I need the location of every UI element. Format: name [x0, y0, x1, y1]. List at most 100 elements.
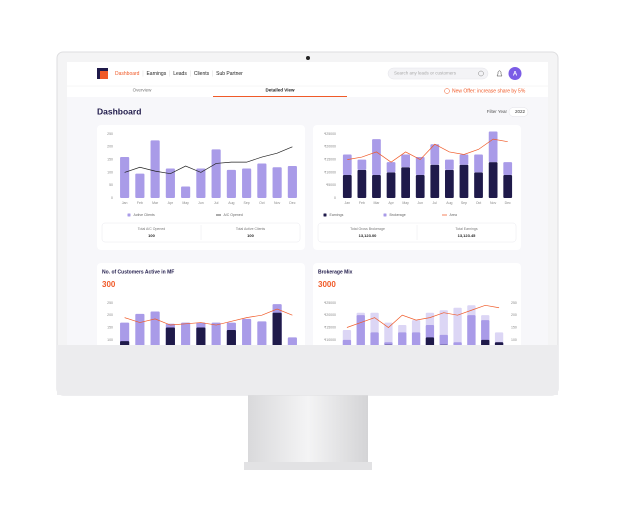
line — [346, 304, 500, 328]
bar — [430, 144, 440, 165]
x-tick-label: Jun — [198, 201, 204, 205]
legend-label: A/C Opened — [224, 213, 243, 217]
legend-label: Area — [450, 213, 457, 217]
bar — [445, 159, 454, 170]
bar — [453, 307, 462, 345]
tab-active[interactable]: Detailed View — [266, 88, 295, 93]
bell-icon[interactable] — [496, 70, 503, 77]
bar — [494, 342, 504, 345]
y-tick-label: 150 — [107, 325, 113, 329]
avatar[interactable] — [508, 67, 522, 80]
x-tick-label: Oct — [259, 201, 264, 205]
bar — [211, 149, 221, 198]
bar — [372, 174, 381, 198]
bar — [415, 157, 425, 175]
bar — [474, 172, 483, 198]
bar — [342, 174, 352, 198]
tab[interactable]: Overview — [133, 88, 153, 93]
y-tick-label: ₹25000 — [324, 132, 336, 136]
bar — [488, 162, 498, 198]
bar — [226, 329, 236, 345]
bar — [459, 164, 469, 198]
nav-item[interactable]: Clients — [194, 71, 210, 77]
bar — [439, 344, 448, 345]
x-tick-label: Apr — [168, 201, 174, 205]
tab-bar — [67, 86, 548, 97]
x-tick-label: Aug — [446, 201, 452, 205]
x-tick-label: Jun — [417, 201, 423, 205]
legend-swatch — [323, 213, 327, 217]
bar — [150, 140, 160, 198]
bar — [494, 332, 504, 345]
bar — [411, 332, 421, 345]
screen: Search any leads or customers A Overview… — [67, 62, 548, 345]
bar — [467, 315, 476, 345]
x-tick-label: Nov — [490, 201, 496, 205]
x-tick-label: Sep — [244, 201, 250, 205]
nav-item[interactable]: Sub Partner — [216, 71, 243, 77]
bar — [370, 332, 379, 345]
bar — [120, 322, 130, 345]
bar — [257, 163, 267, 198]
x-tick-label: Oct — [476, 201, 481, 205]
bar — [453, 342, 462, 345]
bar — [356, 315, 365, 345]
y-tick-label: ₹5000 — [326, 183, 336, 187]
x-tick-label: Nov — [274, 201, 280, 205]
bar — [415, 174, 425, 198]
bar — [342, 154, 352, 175]
summary-value: 13,123.00 — [359, 233, 378, 238]
bar — [481, 320, 490, 345]
bar — [135, 173, 145, 198]
line — [124, 146, 293, 175]
x-tick-label: May — [182, 201, 189, 205]
card-headline: 300 — [102, 280, 116, 289]
bar — [398, 332, 407, 345]
offer[interactable]: New Offer: increase share by 5% — [452, 88, 526, 94]
bar — [165, 327, 175, 345]
avatar-letter: A — [513, 72, 518, 78]
bar — [459, 154, 469, 165]
year-value: 2022 — [515, 109, 526, 114]
summary-label: Total A/C Opened — [138, 227, 165, 231]
bar — [165, 168, 175, 198]
legend-label: Active Clients — [134, 213, 155, 217]
y-tick-label: ₹10000 — [324, 338, 336, 342]
bar — [384, 342, 393, 345]
y2-tick-label: 150 — [511, 325, 517, 329]
bar — [401, 167, 410, 198]
bar — [481, 339, 490, 345]
bar — [386, 172, 396, 198]
y-tick-label: 50 — [109, 183, 113, 187]
y-tick-label: ₹10000 — [324, 170, 336, 174]
card-title: No. of Customers Active in MF — [102, 269, 174, 275]
bar — [439, 334, 448, 345]
x-tick-label: Mar — [373, 201, 380, 205]
y-tick-label: ₹20000 — [324, 145, 336, 149]
legend-swatch — [383, 213, 387, 217]
bar — [181, 322, 191, 345]
y-tick-label: 250 — [107, 132, 113, 136]
bar — [503, 162, 513, 175]
bar — [120, 341, 130, 345]
summary-label: Total Earnings — [455, 227, 477, 231]
search-box[interactable] — [387, 67, 489, 80]
bar — [430, 164, 440, 198]
search-placeholder: Search any leads or customers — [394, 71, 457, 76]
bar — [196, 168, 206, 198]
nav-item[interactable]: Dashboard — [115, 71, 140, 77]
year-select[interactable] — [508, 107, 529, 117]
bar — [357, 159, 367, 170]
bar — [257, 321, 267, 345]
nav-item[interactable]: Earnings — [146, 71, 166, 77]
y-tick-label: 200 — [107, 145, 113, 149]
x-tick-label: Feb — [137, 201, 143, 205]
bar — [211, 322, 221, 345]
y-tick-label: 250 — [107, 301, 113, 305]
line — [347, 138, 508, 163]
nav-item[interactable]: Leads — [173, 71, 187, 77]
legend-label: Earnings — [330, 213, 344, 217]
x-tick-label: Mar — [152, 201, 159, 205]
y-tick-label: 100 — [107, 170, 113, 174]
bar — [401, 154, 410, 168]
